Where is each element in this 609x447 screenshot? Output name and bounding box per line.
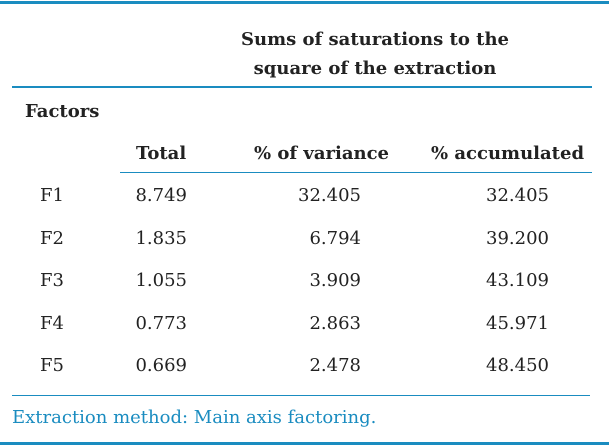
cell: 0.773 <box>135 312 187 334</box>
row-header: Factors <box>25 101 100 122</box>
column-rule <box>120 172 592 173</box>
row-label: F1 <box>40 185 64 206</box>
group-header: Sums of saturations to the <box>241 29 509 50</box>
top-rule <box>0 1 609 4</box>
row-label: F3 <box>40 270 64 291</box>
cell: 43.109 <box>486 270 549 291</box>
cell: 2.478 <box>309 355 361 376</box>
row-label: F4 <box>40 312 64 334</box>
cell: 8.749 <box>135 185 187 206</box>
cell: 0.669 <box>135 355 187 376</box>
cell: 6.794 <box>309 227 361 249</box>
cell: 1.055 <box>135 270 187 291</box>
column-header: % accumulated <box>431 143 585 164</box>
row-label: F2 <box>40 227 64 249</box>
group-header: square of the extraction <box>253 58 497 79</box>
column-header: % of variance <box>254 143 389 164</box>
cell: 39.200 <box>486 227 549 249</box>
cell: 45.971 <box>486 312 549 334</box>
footnote: Extraction method: Main axis factoring. <box>12 407 377 428</box>
bottom-table-rule <box>12 395 590 396</box>
column-header: Total <box>136 143 187 164</box>
bottom-rule <box>0 442 609 445</box>
cell: 48.450 <box>486 355 549 376</box>
cell: 1.835 <box>135 227 187 249</box>
header-rule <box>12 86 592 88</box>
cell: 3.909 <box>309 270 361 291</box>
cell: 32.405 <box>298 185 361 206</box>
cell: 2.863 <box>309 312 361 334</box>
row-label: F5 <box>40 355 64 376</box>
cell: 32.405 <box>486 185 549 206</box>
